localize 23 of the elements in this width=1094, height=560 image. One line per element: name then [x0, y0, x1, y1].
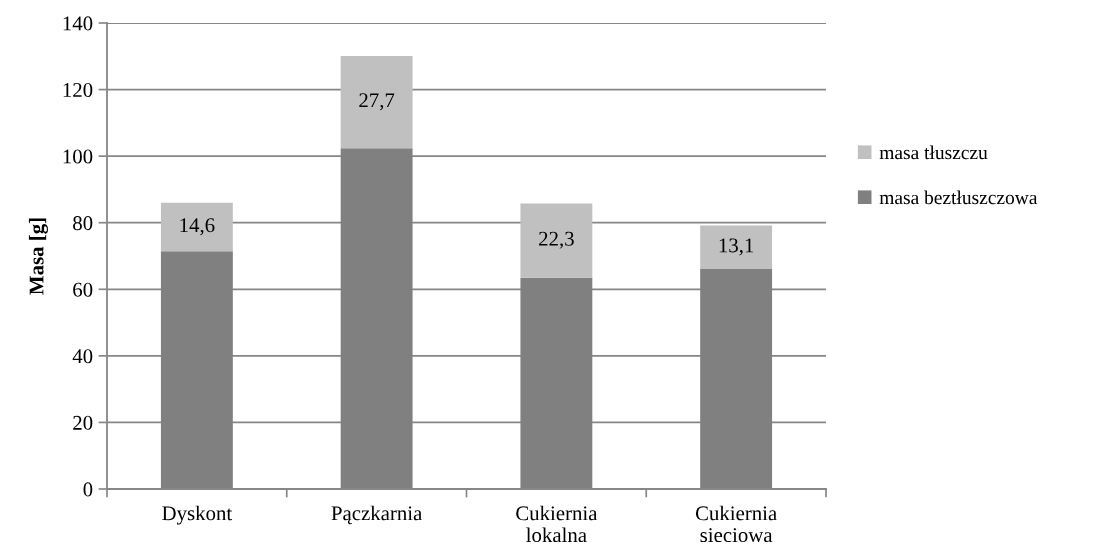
y-tick-label: 20	[73, 415, 93, 430]
bar	[700, 225, 773, 269]
y-tick-label: 40	[72, 349, 93, 364]
data-label: 27,7	[359, 93, 395, 111]
y-tick-label: 80	[73, 216, 93, 231]
y-tick-label: 120	[63, 82, 93, 97]
x-tick-label: Cukiernia lokalna	[516, 505, 598, 543]
y-axis-title: Masa [g]	[28, 218, 48, 295]
y-tick-label: 0	[83, 482, 93, 497]
data-label: 14,6	[180, 218, 215, 236]
x-tick-label: Pączkarnia	[331, 505, 423, 525]
y-tick-label: 60	[73, 282, 93, 297]
x-tick-label: Cukiernia sieciowa	[695, 505, 777, 543]
legend-label: masa beztłuszczowa	[879, 190, 1038, 205]
bar	[160, 202, 233, 252]
data-label: 13,1	[719, 238, 754, 256]
bar	[520, 203, 593, 278]
y-tick-label: 140	[63, 16, 93, 31]
data-label: 22,3	[539, 231, 574, 249]
legend-label: masa tłuszczu	[879, 145, 988, 160]
x-tick-label: Dyskont	[162, 505, 233, 525]
y-tick-label: 100	[63, 149, 93, 164]
bar	[340, 55, 413, 149]
